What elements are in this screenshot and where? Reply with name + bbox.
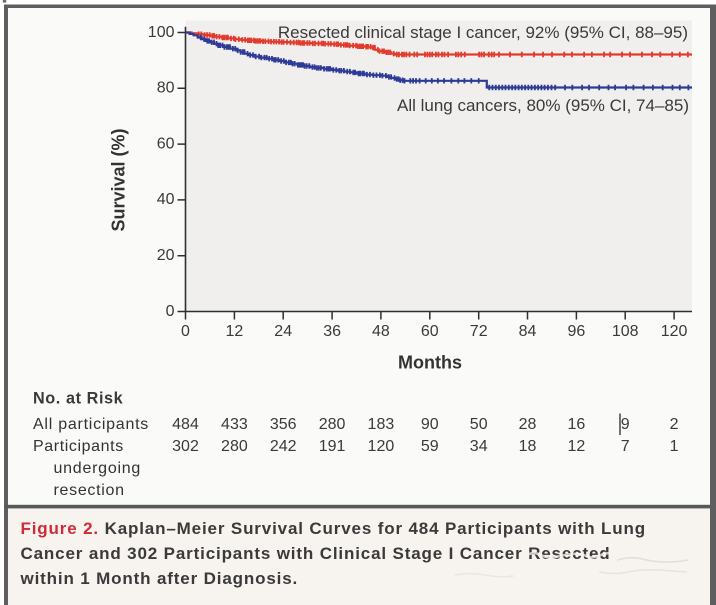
svg-text:80: 80 <box>157 80 175 97</box>
svg-text:Participants: Participants <box>33 438 124 455</box>
svg-text:96: 96 <box>568 323 586 340</box>
svg-text:36: 36 <box>323 323 341 340</box>
svg-text:Survival (%): Survival (%) <box>109 128 129 231</box>
svg-text:All lung cancers, 80% (95% CI,: All lung cancers, 80% (95% CI, 74–85) <box>397 96 689 115</box>
svg-text:60: 60 <box>157 135 175 152</box>
svg-text:120: 120 <box>661 323 688 340</box>
svg-text:191: 191 <box>319 438 346 455</box>
svg-text:72: 72 <box>470 323 488 340</box>
svg-text:within 1 Month after Diagnosis: within 1 Month after Diagnosis. <box>20 569 299 588</box>
svg-text:280: 280 <box>221 438 248 455</box>
svg-text:84: 84 <box>519 323 537 340</box>
svg-text:0: 0 <box>166 303 175 320</box>
svg-text:12: 12 <box>568 438 586 455</box>
svg-text:40: 40 <box>157 191 175 208</box>
svg-text:20: 20 <box>157 247 175 264</box>
svg-text:18: 18 <box>519 438 537 455</box>
svg-text:resection: resection <box>54 482 125 499</box>
svg-text:100: 100 <box>148 24 175 41</box>
svg-text:280: 280 <box>319 416 346 433</box>
svg-text:433: 433 <box>221 416 248 433</box>
svg-text:183: 183 <box>368 416 395 433</box>
svg-text:108: 108 <box>612 323 639 340</box>
svg-text:242: 242 <box>270 438 297 455</box>
svg-text:Figure 2. Kaplan–Meier Surviva: Figure 2. Kaplan–Meier Survival Curves f… <box>21 519 646 538</box>
svg-text:50: 50 <box>470 416 488 433</box>
svg-text:2: 2 <box>670 416 679 433</box>
svg-text:12: 12 <box>226 323 244 340</box>
svg-text:1: 1 <box>670 438 679 455</box>
svg-text:48: 48 <box>372 323 390 340</box>
svg-text:Cancer and 302 Participants wi: Cancer and 302 Participants with Clinica… <box>21 544 611 563</box>
svg-text:59: 59 <box>421 438 439 455</box>
svg-text:undergoing: undergoing <box>54 460 142 477</box>
svg-text:9: 9 <box>621 416 630 433</box>
svg-text:484: 484 <box>172 416 199 433</box>
svg-text:7: 7 <box>621 438 630 455</box>
svg-text:24: 24 <box>274 323 292 340</box>
svg-text:Resected clinical stage I canc: Resected clinical stage I cancer, 92% (9… <box>278 23 688 42</box>
svg-text:16: 16 <box>568 416 586 433</box>
svg-text:No. at Risk: No. at Risk <box>33 390 124 408</box>
svg-text:28: 28 <box>519 416 537 433</box>
svg-text:356: 356 <box>270 416 297 433</box>
svg-text:0: 0 <box>181 323 190 340</box>
svg-text:34: 34 <box>470 438 488 455</box>
svg-text:90: 90 <box>421 416 439 433</box>
svg-text:120: 120 <box>368 438 395 455</box>
svg-text:Months: Months <box>398 353 462 373</box>
svg-text:60: 60 <box>421 323 439 340</box>
svg-text:302: 302 <box>172 438 199 455</box>
svg-text:All participants: All participants <box>33 416 149 433</box>
